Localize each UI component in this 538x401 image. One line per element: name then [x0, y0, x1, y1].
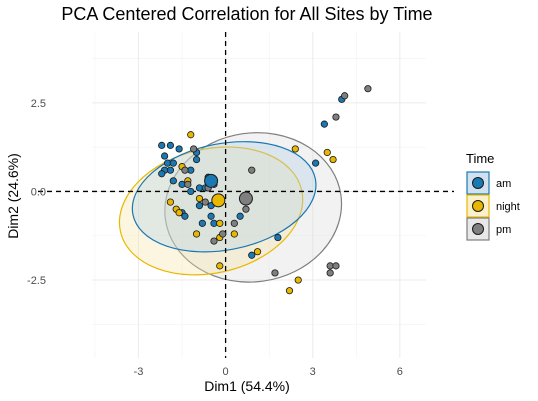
point-pm	[271, 269, 279, 277]
point-am	[248, 251, 256, 259]
point-am	[158, 170, 166, 178]
point-am	[195, 202, 204, 210]
point-am	[161, 152, 169, 160]
point-am	[181, 212, 189, 220]
point-pm	[184, 180, 192, 188]
chart-title: PCA Centered Correlation for All Sites b…	[61, 4, 432, 24]
x-axis-ticks: -3 0 3 6	[134, 366, 403, 378]
point-night	[216, 219, 224, 227]
point-night	[291, 145, 299, 153]
legend-title: Time	[466, 151, 494, 166]
y-axis-title: Dim2 (24.6%)	[5, 153, 21, 239]
point-am	[312, 159, 320, 167]
legend-label-night: night	[496, 201, 520, 213]
point-pm	[332, 262, 340, 270]
point-am	[192, 155, 201, 164]
point-pm	[190, 145, 198, 153]
y-axis-ticks: -2.5 0.0 2.5	[27, 98, 46, 287]
point-pm	[364, 85, 372, 93]
point-night	[253, 248, 262, 256]
point-pm	[326, 269, 334, 277]
point-night	[187, 131, 195, 139]
point-night	[230, 230, 238, 238]
point-pm	[242, 205, 250, 213]
reference-lines	[38, 32, 454, 358]
point-pm	[248, 166, 256, 174]
point-am	[166, 141, 175, 149]
point-pm	[332, 113, 340, 121]
x-axis-title: Dim1 (54.4%)	[204, 378, 290, 394]
legend-marker-night	[472, 200, 484, 212]
point-night	[294, 276, 302, 284]
point-am	[274, 233, 282, 242]
x-tick-label: 6	[397, 366, 403, 378]
point-am	[158, 141, 166, 149]
point-am	[169, 177, 177, 185]
group-centroids	[204, 173, 253, 208]
x-tick-label: 3	[310, 366, 316, 378]
legend-marker-am	[472, 177, 484, 189]
point-am	[320, 120, 328, 128]
y-tick-label: 0.0	[31, 186, 46, 198]
ellipse-pm	[164, 132, 343, 283]
y-tick-label: 2.5	[31, 98, 46, 110]
point-pm	[219, 230, 227, 238]
y-tick-label: -2.5	[27, 275, 46, 287]
point-night	[285, 287, 294, 295]
centroid-night	[211, 193, 226, 208]
legend-marker-pm	[472, 223, 484, 235]
point-am	[187, 187, 195, 196]
point-night	[329, 155, 337, 164]
point-night	[192, 230, 201, 238]
legend-label-pm: pm	[496, 224, 511, 236]
point-night	[323, 148, 331, 157]
point-night	[216, 262, 224, 270]
point-pm	[201, 198, 209, 206]
x-tick-label: -3	[134, 366, 144, 378]
point-am	[175, 145, 183, 153]
point-pm	[341, 92, 349, 100]
legend-label-am: am	[496, 178, 511, 190]
point-night	[195, 194, 204, 203]
x-tick-label: 0	[223, 366, 229, 378]
centroid-pm	[238, 191, 253, 206]
point-night	[175, 209, 183, 217]
point-pm	[210, 237, 218, 245]
point-pm	[230, 219, 238, 227]
point-am	[169, 159, 177, 167]
point-am	[207, 212, 215, 220]
legend: Time am night pm	[466, 151, 520, 241]
point-am	[236, 212, 244, 220]
point-am	[198, 219, 206, 227]
point-night	[166, 198, 175, 206]
centroid-am	[204, 173, 219, 188]
point-pm	[181, 166, 189, 174]
